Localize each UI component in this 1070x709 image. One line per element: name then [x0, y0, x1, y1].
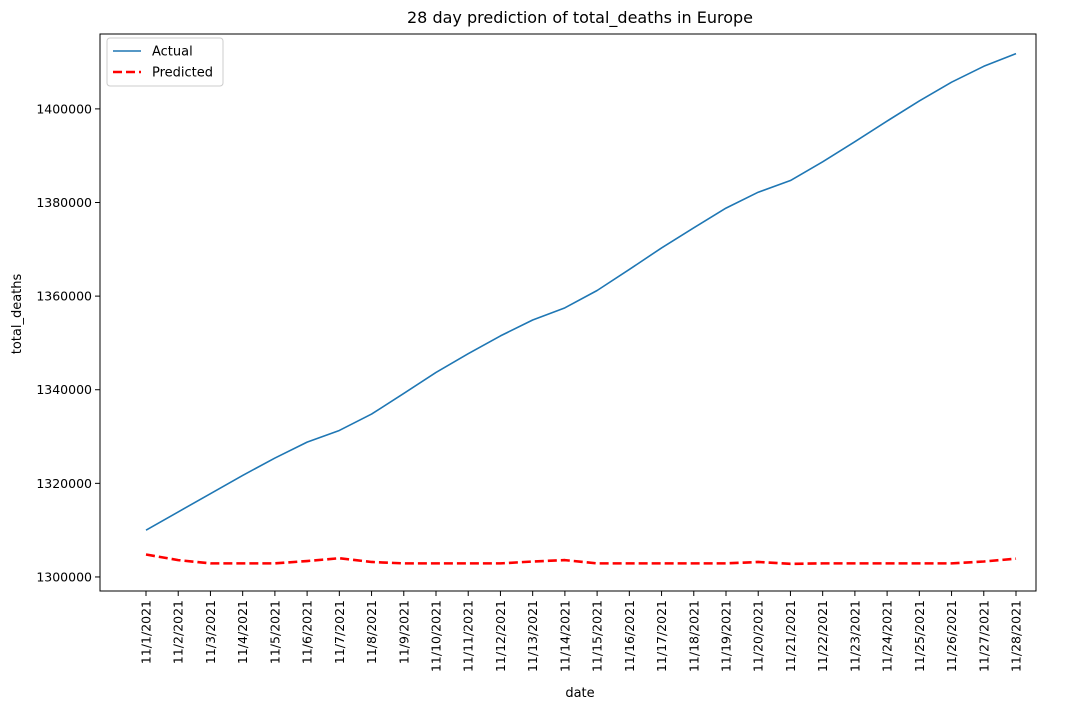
x-axis: 11/1/2021 11/2/2021 11/3/2021 11/4/2021 11/5…: [139, 591, 1024, 672]
x-tick-label: 11/2/2021: [171, 600, 186, 664]
series-line-actual: [145, 52, 1017, 531]
x-tick-label: 11/16/2021: [622, 600, 637, 672]
x-tick-label: 11/20/2021: [751, 600, 766, 672]
chart-title: 28 day prediction of total_deaths in Eur…: [407, 8, 753, 28]
legend: Actual Predicted: [106, 37, 224, 87]
x-tick-label: 11/3/2021: [203, 600, 218, 664]
x-tick-label: 11/9/2021: [396, 600, 411, 664]
series-layer: [145, 52, 1017, 566]
x-tick-label: 11/17/2021: [654, 600, 669, 672]
legend-box: [106, 37, 224, 87]
y-tick-label: 1340000: [36, 382, 92, 397]
y-tick-label: 1400000: [36, 101, 92, 116]
x-tick-label: 11/23/2021: [847, 600, 862, 672]
x-axis-label: date: [565, 686, 594, 701]
x-tick-label: 11/21/2021: [783, 600, 798, 672]
x-tick-label: 11/11/2021: [461, 600, 476, 672]
plot-frame: [99, 33, 1037, 592]
x-tick-label: 11/19/2021: [719, 600, 734, 672]
x-tick-label: 11/7/2021: [332, 600, 347, 664]
x-tick-label: 11/8/2021: [364, 600, 379, 664]
x-tick-label: 11/15/2021: [590, 600, 605, 672]
x-tick-label: 11/24/2021: [880, 600, 895, 672]
x-tick-label: 11/27/2021: [976, 600, 991, 672]
y-tick-label: 1360000: [36, 289, 92, 304]
plot-area: [99, 33, 1037, 592]
x-tick-label: 11/22/2021: [815, 600, 830, 672]
y-tick-label: 1320000: [36, 476, 92, 491]
x-tick-label: 11/12/2021: [493, 600, 508, 672]
x-tick-label: 11/10/2021: [429, 600, 444, 672]
x-tick-label: 11/18/2021: [686, 600, 701, 672]
series-line-predicted: [145, 553, 1017, 566]
y-tick-label: 1300000: [36, 569, 92, 584]
x-tick-label: 11/6/2021: [300, 600, 315, 664]
legend-entry-actual: Actual: [152, 45, 193, 60]
x-tick-label: 11/28/2021: [1009, 600, 1024, 672]
x-tick-label: 11/4/2021: [235, 600, 250, 664]
x-tick-label: 11/25/2021: [912, 600, 927, 672]
x-tick-label: 11/1/2021: [139, 600, 154, 664]
x-tick-label: 11/26/2021: [944, 600, 959, 672]
y-tick-label: 1380000: [36, 195, 92, 210]
x-tick-label: 11/14/2021: [557, 600, 572, 672]
x-tick-label: 11/5/2021: [267, 600, 282, 664]
y-axis: 1300000 1320000 1340000 1360000 1380000 14000…: [36, 101, 100, 584]
y-axis-label: total_deaths: [10, 274, 25, 355]
x-tick-label: 11/13/2021: [525, 600, 540, 672]
legend-entry-predicted: Predicted: [152, 66, 213, 81]
